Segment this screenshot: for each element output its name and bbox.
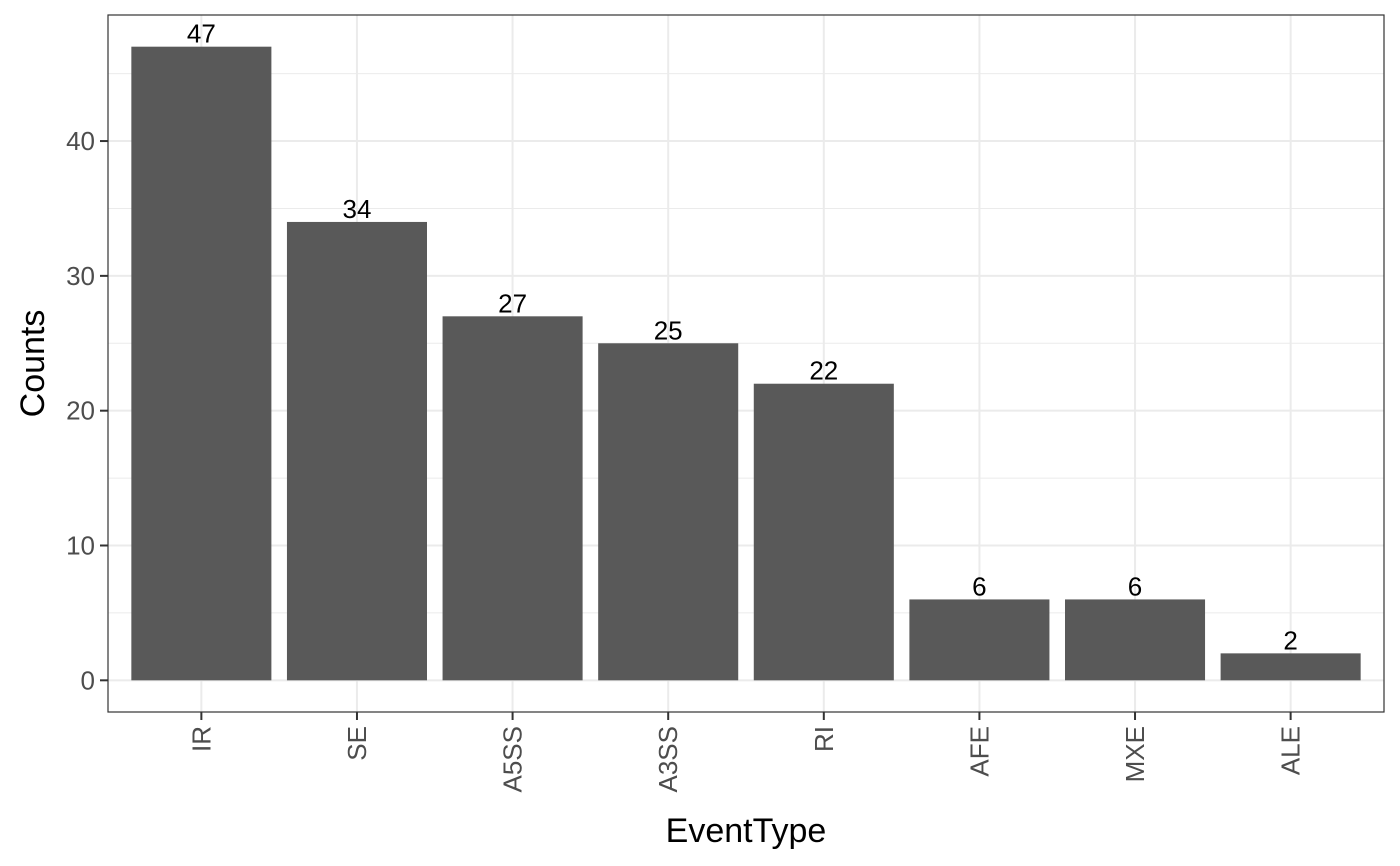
bar-value-label-ale: 2 bbox=[1283, 625, 1297, 655]
bar-value-label-mxe: 6 bbox=[1128, 571, 1142, 601]
bar-value-label-se: 34 bbox=[343, 194, 372, 224]
panel-border bbox=[107, 14, 1385, 713]
y-axis: 0 10 20 30 40 bbox=[66, 126, 108, 695]
bar-afe bbox=[909, 599, 1050, 681]
bar-value-labels: 47 34 27 25 22 6 6 2 bbox=[187, 19, 1298, 656]
x-tick-label-a3ss: A3SS bbox=[653, 726, 683, 793]
bar-ri bbox=[753, 383, 894, 681]
x-tick-label-ri: RI bbox=[809, 726, 839, 752]
bar-value-label-ri: 22 bbox=[809, 356, 838, 386]
x-tick-label-ir: IR bbox=[186, 726, 216, 752]
y-tick-label: 40 bbox=[66, 126, 95, 156]
bar-se bbox=[286, 221, 427, 681]
bar-ale bbox=[1220, 653, 1361, 681]
bar-mxe bbox=[1065, 599, 1206, 681]
bar-value-label-a5ss: 27 bbox=[498, 288, 527, 318]
bar-a5ss bbox=[442, 316, 583, 681]
x-axis-title: EventType bbox=[666, 812, 827, 850]
bar-value-label-ir: 47 bbox=[187, 19, 216, 49]
x-tick-label-mxe: MXE bbox=[1120, 726, 1150, 782]
x-tick-label-afe: AFE bbox=[964, 726, 994, 777]
y-tick-label: 0 bbox=[81, 665, 95, 695]
y-tick-label: 20 bbox=[66, 396, 95, 426]
bar-value-label-a3ss: 25 bbox=[654, 315, 683, 345]
bar-ir bbox=[131, 46, 272, 681]
y-tick-label: 10 bbox=[66, 531, 95, 561]
x-tick-label-se: SE bbox=[342, 726, 372, 761]
x-tick-label-ale: ALE bbox=[1276, 726, 1306, 775]
bars bbox=[131, 46, 1361, 681]
bar-a3ss bbox=[598, 343, 739, 681]
x-tick-label-a5ss: A5SS bbox=[498, 726, 528, 793]
bar-value-label-afe: 6 bbox=[972, 571, 986, 601]
y-axis-title: Counts bbox=[14, 310, 52, 418]
x-axis: IR SE A5SS A3SS RI AFE MXE ALE bbox=[186, 712, 1306, 793]
y-tick-label: 30 bbox=[66, 261, 95, 291]
